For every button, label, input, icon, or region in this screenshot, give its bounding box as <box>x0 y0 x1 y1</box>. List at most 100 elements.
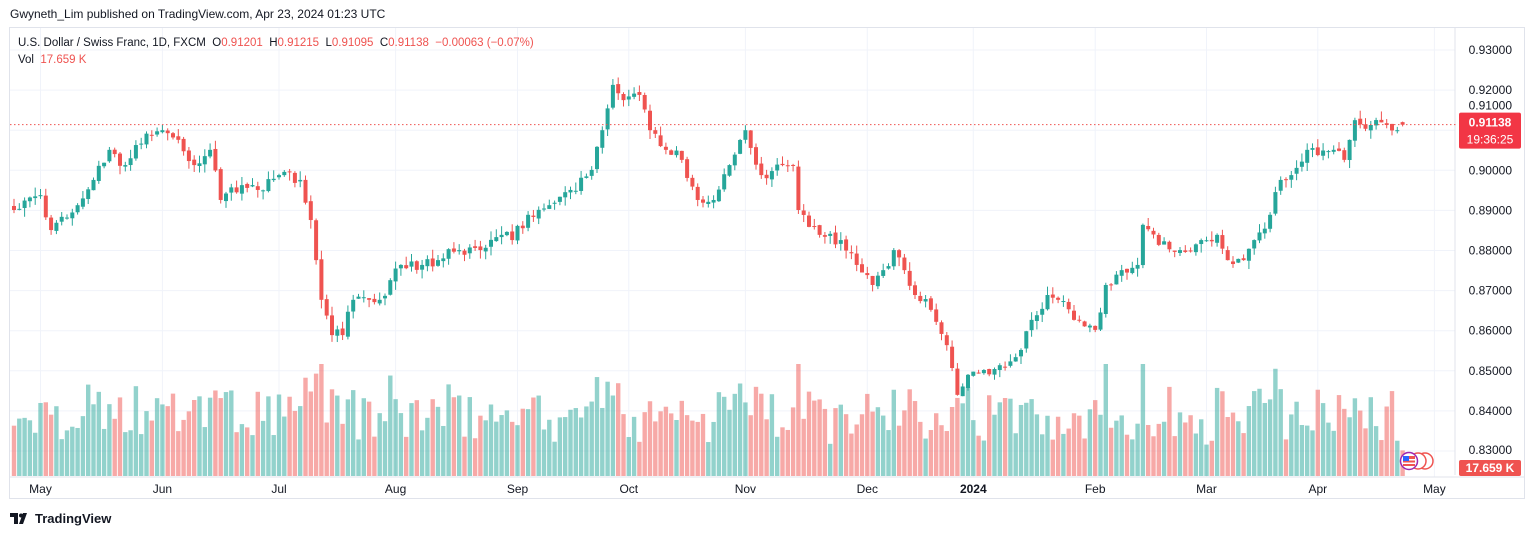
candle-body <box>377 299 382 304</box>
candle-body <box>1358 118 1363 125</box>
volume-bar <box>637 441 642 476</box>
candle-body <box>160 130 165 133</box>
candle-body <box>1125 268 1129 273</box>
candle-body <box>547 205 552 209</box>
candle-body <box>1087 325 1092 328</box>
volume-bar <box>1114 420 1119 476</box>
volume-bar <box>987 395 992 476</box>
volume-bar <box>419 430 425 476</box>
time-tick-label: May <box>1423 482 1446 496</box>
volume-bar <box>679 400 684 476</box>
volume-bar <box>160 404 165 476</box>
candle-body <box>202 156 207 165</box>
volume-value: 17.659 K <box>40 54 87 66</box>
volume-bar <box>997 402 1002 476</box>
volume-bar <box>1299 425 1305 476</box>
volume-bar <box>923 438 928 476</box>
candle-body <box>732 154 737 166</box>
candle-body <box>1140 224 1145 266</box>
chart-frame[interactable] <box>9 27 1525 499</box>
candle-body <box>446 249 451 259</box>
candle-body <box>457 250 462 252</box>
candle-body <box>176 136 181 140</box>
volume-bar <box>727 409 732 476</box>
volume-bar <box>398 413 404 476</box>
volume-bar <box>186 411 192 476</box>
volume-bar <box>133 386 139 476</box>
volume-bar <box>303 377 308 476</box>
candle-body <box>870 275 875 285</box>
candle-body <box>239 185 244 194</box>
volume-bar <box>881 415 886 476</box>
volume-bar <box>499 415 504 476</box>
candle-body <box>595 146 599 170</box>
volume-bar <box>1172 436 1177 476</box>
volume-bar <box>1368 397 1373 476</box>
candle-body <box>1114 274 1119 285</box>
candle-body <box>499 234 504 238</box>
candle-body <box>192 159 197 166</box>
volume-bar <box>552 441 557 476</box>
volume-bar <box>335 395 340 476</box>
candle-body <box>748 130 753 148</box>
candle-body <box>796 166 801 210</box>
volume-bar <box>886 430 891 476</box>
time-tick-label: Aug <box>385 482 406 496</box>
candle-body <box>897 250 902 258</box>
volume-bar <box>732 393 737 476</box>
candle-body <box>118 153 122 166</box>
volume-bar <box>1214 387 1220 476</box>
volume-bar <box>1098 414 1103 476</box>
volume-bar <box>382 421 388 476</box>
grid <box>10 28 1455 477</box>
candle-body <box>12 205 16 210</box>
symbol-title[interactable]: U.S. Dollar / Swiss Franc, 1D, FXCM <box>18 37 206 49</box>
volume-bar <box>674 420 679 476</box>
candle-body <box>43 195 48 218</box>
volume-bar <box>282 416 287 476</box>
volume-bar <box>600 407 605 476</box>
volume-bar <box>1193 433 1199 476</box>
candle-body <box>261 190 266 192</box>
candle-body <box>1225 250 1230 261</box>
volume-bar <box>1267 399 1273 476</box>
volume-bar <box>181 419 186 476</box>
footer-brand: TradingView <box>35 511 112 526</box>
volume-bar <box>536 395 541 476</box>
high-value: 0.91215 <box>277 37 320 49</box>
candle-body <box>197 163 202 167</box>
candle-body <box>70 212 75 219</box>
candle-body <box>282 171 287 176</box>
volume-bar <box>33 432 38 476</box>
volume-bar <box>202 427 207 476</box>
tradingview-logo[interactable]: TradingView <box>10 511 111 526</box>
volume-bar <box>1135 423 1140 476</box>
volume-bar <box>626 437 631 476</box>
volume-bar <box>520 408 525 476</box>
candle-body <box>1284 179 1288 181</box>
candle-body <box>1326 151 1331 153</box>
volume-bar <box>896 425 902 476</box>
candle-body <box>536 209 541 219</box>
candle-body <box>1252 240 1257 249</box>
volume-bar <box>1315 389 1320 476</box>
volume-bar <box>1278 389 1283 476</box>
volume-bar <box>1040 434 1045 476</box>
candle-body <box>38 195 43 197</box>
volume-bar <box>547 419 552 476</box>
volume-bar <box>128 430 133 476</box>
volume-bar <box>843 414 849 476</box>
volume-bar <box>107 404 112 476</box>
candle-body <box>1352 120 1357 141</box>
volume-bar <box>139 434 144 476</box>
volume-bar <box>1146 424 1151 476</box>
volume-bar <box>345 399 351 476</box>
candle-body <box>1061 301 1066 303</box>
candle-body <box>928 298 933 310</box>
volume-bar <box>255 391 260 476</box>
volume-bar <box>589 401 594 476</box>
volume-bar <box>96 391 101 476</box>
time-tick-label: Apr <box>1308 482 1327 496</box>
volume-bar <box>446 384 451 476</box>
